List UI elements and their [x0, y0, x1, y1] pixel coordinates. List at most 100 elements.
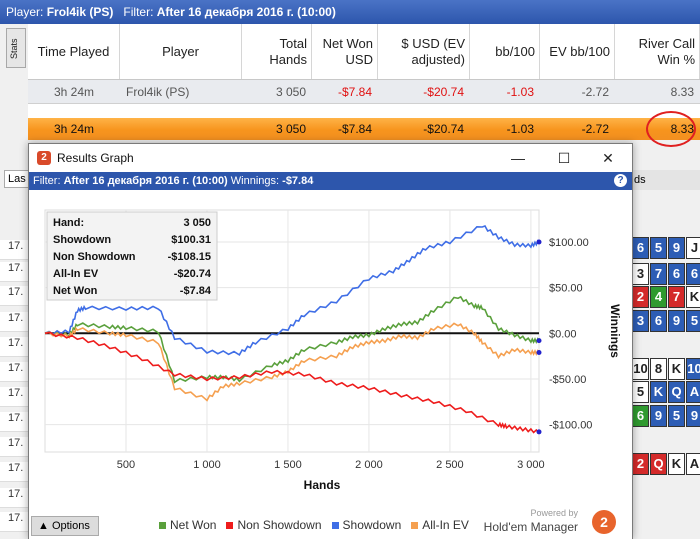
- window-titlebar[interactable]: Results Graph: [29, 144, 632, 172]
- card: K: [686, 286, 700, 308]
- card: 3: [632, 263, 649, 285]
- column-header[interactable]: Player: [120, 24, 242, 79]
- card: 10: [686, 358, 700, 380]
- stats-cell: 8.33: [670, 84, 694, 99]
- x-tick-label: 2 500: [436, 459, 464, 471]
- legend-label: Showdown: [342, 518, 402, 532]
- x-tick-label: 1 500: [274, 459, 302, 471]
- brand-block: Powered by Hold'em Manager 2: [470, 508, 620, 538]
- history-row[interactable]: 17.: [0, 362, 30, 382]
- total-stats-row[interactable]: 3h 24m 3 050 -$7.84 -$20.74 -1.03 -2.72 8.33: [28, 118, 700, 140]
- brand-name: Hold'em Manager: [483, 520, 578, 534]
- card: 6: [668, 263, 685, 285]
- column-header[interactable]: Time Played: [28, 24, 120, 79]
- history-row[interactable]: 17.: [0, 240, 30, 260]
- column-header[interactable]: $ USD (EV adjusted): [378, 24, 470, 79]
- card: 7: [668, 286, 685, 308]
- summary-value: $100.31: [171, 234, 211, 246]
- card: 5: [668, 405, 685, 427]
- history-row[interactable]: 17.: [0, 462, 30, 482]
- card: 9: [668, 310, 685, 332]
- window-title: Results Graph: [57, 151, 134, 165]
- y-tick-label: $0.00: [549, 328, 577, 340]
- legend-item[interactable]: Net Won: [159, 518, 216, 532]
- card: 3: [632, 310, 649, 332]
- las-dropdown[interactable]: Las: [4, 170, 30, 188]
- right-header-strip: ds: [632, 170, 700, 190]
- column-header[interactable]: Net Won USD: [312, 24, 378, 79]
- history-row[interactable]: 17.: [0, 437, 30, 457]
- stats-cell: Frol4ik (PS): [126, 84, 190, 99]
- graph-filter-value: After 16 декабря 2016 г. (10:00): [63, 175, 228, 187]
- history-row[interactable]: 17.: [0, 286, 30, 306]
- series-endpoint: [536, 338, 542, 344]
- summary-box: [46, 211, 218, 301]
- summary-value: 3 050: [183, 217, 211, 229]
- stats-cell: -$7.84: [337, 122, 372, 136]
- history-row[interactable]: 17.: [0, 312, 30, 332]
- stats-side-tab[interactable]: Stats: [6, 28, 26, 68]
- x-tick-label: 1 000: [193, 459, 221, 471]
- summary-label: Showdown: [53, 234, 111, 246]
- stats-cell: 3 050: [275, 84, 306, 99]
- history-row[interactable]: 17.: [0, 262, 30, 282]
- player-filter-header: Player: Frol4ik (PS) Filter: After 16 де…: [0, 0, 700, 24]
- column-header[interactable]: EV bb/100: [540, 24, 615, 79]
- card: 7: [650, 263, 667, 285]
- card: 2: [632, 286, 649, 308]
- card: 9: [668, 237, 685, 259]
- graph-winnings-value: -$7.84: [282, 175, 314, 187]
- chart-legend: Net Won Non Showdown Showdown All-In EV: [159, 518, 469, 532]
- summary-label: Hand:: [53, 217, 84, 229]
- legend-swatch: [159, 522, 166, 530]
- summary-label: Non Showdown: [53, 251, 136, 263]
- card: 5: [650, 237, 667, 259]
- options-button[interactable]: ▲ Options: [31, 516, 99, 536]
- stats-cell: -2.72: [581, 84, 609, 99]
- history-row[interactable]: 17.: [0, 387, 30, 407]
- summary-label: All-In EV: [53, 268, 99, 280]
- card: J: [686, 237, 700, 259]
- filter-label: Filter:: [123, 5, 154, 19]
- history-row[interactable]: 17.: [0, 512, 30, 532]
- legend-label: All-In EV: [422, 518, 469, 532]
- card: Q: [650, 453, 667, 475]
- series-endpoint: [536, 239, 542, 245]
- legend-swatch: [411, 522, 419, 530]
- card: A: [686, 453, 700, 475]
- brand-logo-icon: 2: [592, 510, 616, 534]
- card: 6: [650, 310, 667, 332]
- legend-item[interactable]: Showdown: [331, 518, 402, 532]
- legend-swatch: [226, 522, 234, 530]
- card: 2: [632, 453, 649, 475]
- card: K: [668, 453, 685, 475]
- minimize-button[interactable]: —: [511, 150, 525, 166]
- card: 8: [650, 358, 667, 380]
- column-header[interactable]: bb/100: [470, 24, 540, 79]
- history-row[interactable]: 17.: [0, 337, 30, 357]
- card: 9: [650, 405, 667, 427]
- hole-cards: 10 8 K 10: [632, 358, 700, 380]
- stats-cell: 3h 24m: [53, 84, 95, 99]
- x-tick-label: 3 000: [517, 459, 545, 471]
- close-button[interactable]: ✕: [602, 150, 614, 166]
- history-row[interactable]: 17.: [0, 488, 30, 508]
- player-stats-row[interactable]: 3h 24m Frol4ik (PS) 3 050 -$7.84 -$20.74 -1.0…: [28, 80, 700, 104]
- column-header[interactable]: River Call Win %: [615, 24, 700, 79]
- stats-cell: -1.03: [506, 84, 534, 99]
- legend-item[interactable]: All-In EV: [411, 518, 469, 532]
- x-tick-label: 2 000: [355, 459, 383, 471]
- column-header[interactable]: Total Hands: [242, 24, 312, 79]
- legend-item[interactable]: Non Showdown: [226, 518, 322, 532]
- maximize-button[interactable]: ☐: [557, 150, 571, 166]
- card: K: [668, 358, 685, 380]
- graph-filter-bar: Filter: After 16 декабря 2016 г. (10:00)…: [29, 172, 632, 190]
- card: K: [650, 381, 667, 403]
- help-icon[interactable]: ?: [614, 174, 627, 187]
- filter-value: After 16 декабря 2016 г. (10:00): [156, 5, 336, 19]
- stats-cell: -$7.84: [337, 84, 372, 99]
- history-row[interactable]: 17.: [0, 412, 30, 432]
- card: 5: [632, 381, 649, 403]
